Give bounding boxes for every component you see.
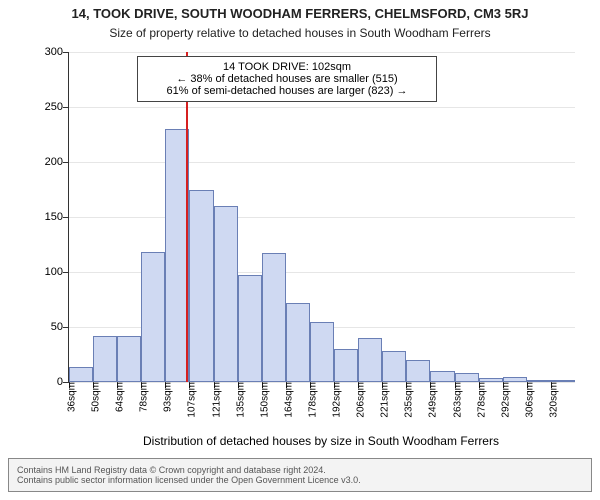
grid-line	[69, 107, 575, 108]
histogram-bar	[69, 367, 93, 382]
info-box: 14 TOOK DRIVE: 102sqm ← 38% of detached …	[137, 56, 437, 102]
histogram-bar	[430, 371, 454, 382]
histogram-bar	[117, 336, 141, 382]
x-tick-label: 178sqm	[301, 382, 318, 418]
histogram-bar	[310, 322, 334, 383]
histogram-bar	[358, 338, 382, 382]
x-tick-label: 278sqm	[470, 382, 487, 418]
x-tick-label: 150sqm	[253, 382, 270, 418]
y-tick-label: 300	[45, 46, 69, 58]
info-line: ← 38% of detached houses are smaller (51…	[146, 73, 428, 85]
x-tick-label: 64sqm	[109, 382, 126, 412]
histogram-bar	[214, 206, 238, 382]
grid-line	[69, 217, 575, 218]
x-tick-label: 36sqm	[61, 382, 78, 412]
histogram-bar	[406, 360, 430, 382]
histogram-bar	[141, 252, 165, 382]
histogram-bar	[382, 351, 406, 382]
y-tick-label: 150	[45, 211, 69, 223]
x-tick-label: 78sqm	[133, 382, 150, 412]
grid-line	[69, 162, 575, 163]
page-subtitle: Size of property relative to detached ho…	[0, 26, 600, 40]
x-tick-label: 192sqm	[326, 382, 343, 418]
y-tick-label: 50	[51, 321, 69, 333]
histogram-plot: 050100150200250300 36sqm50sqm64sqm78sqm9…	[68, 52, 575, 383]
x-tick-label: 306sqm	[518, 382, 535, 418]
x-tick-label: 235sqm	[398, 382, 415, 418]
histogram-bar	[93, 336, 117, 382]
histogram-bar	[262, 253, 286, 382]
footer-line: Contains public sector information licen…	[17, 475, 583, 485]
x-tick-label: 221sqm	[374, 382, 391, 418]
histogram-bar	[286, 303, 310, 382]
x-tick-label: 320sqm	[542, 382, 559, 418]
y-tick-label: 100	[45, 266, 69, 278]
footer-line: Contains HM Land Registry data © Crown c…	[17, 465, 583, 475]
x-tick-label: 164sqm	[277, 382, 294, 418]
x-tick-label: 135sqm	[229, 382, 246, 418]
histogram-bar	[455, 373, 479, 382]
info-line: 61% of semi-detached houses are larger (…	[146, 85, 428, 97]
x-tick-label: 206sqm	[350, 382, 367, 418]
grid-line	[69, 52, 575, 53]
x-tick-label: 93sqm	[157, 382, 174, 412]
y-tick-label: 200	[45, 156, 69, 168]
x-tick-label: 249sqm	[422, 382, 439, 418]
x-tick-label: 292sqm	[494, 382, 511, 418]
histogram-bar	[238, 275, 262, 382]
page-title: 14, TOOK DRIVE, SOUTH WOODHAM FERRERS, C…	[0, 6, 600, 21]
x-tick-label: 50sqm	[85, 382, 102, 412]
histogram-bar	[189, 190, 213, 383]
x-tick-label: 107sqm	[181, 382, 198, 418]
x-tick-label: 121sqm	[205, 382, 222, 418]
histogram-bar	[334, 349, 358, 382]
y-tick-label: 250	[45, 101, 69, 113]
footer-attribution: Contains HM Land Registry data © Crown c…	[8, 458, 592, 492]
info-line: 14 TOOK DRIVE: 102sqm	[146, 61, 428, 73]
x-axis-label: Distribution of detached houses by size …	[68, 434, 574, 448]
x-tick-label: 263sqm	[446, 382, 463, 418]
